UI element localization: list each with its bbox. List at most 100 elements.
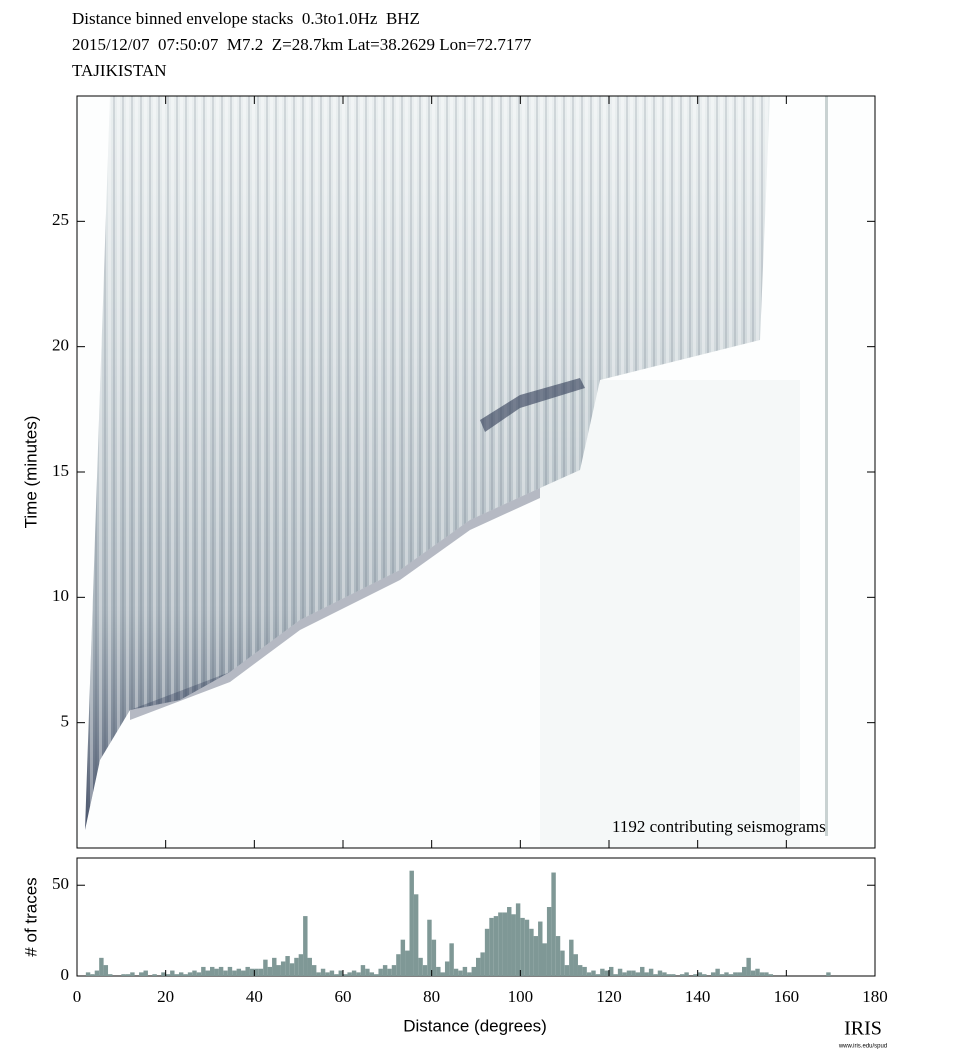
region: TAJIKISTAN <box>72 61 167 80</box>
bar <box>418 957 423 976</box>
bar <box>178 972 184 976</box>
bar <box>391 965 397 976</box>
bar <box>710 972 716 976</box>
bar <box>440 972 445 976</box>
y-tick-label: 5 <box>61 712 70 731</box>
bar <box>449 943 454 976</box>
bar <box>187 972 193 976</box>
bar <box>374 974 379 976</box>
bar <box>143 970 148 976</box>
bar <box>338 970 343 976</box>
bar <box>524 919 530 976</box>
bar <box>480 952 485 976</box>
bar <box>325 972 330 976</box>
bar <box>272 957 277 976</box>
bar <box>458 970 463 976</box>
bar <box>564 965 570 976</box>
y-tick-label: 10 <box>52 586 69 605</box>
bar <box>139 972 144 976</box>
annotation: 1192 contributing seismograms <box>612 817 826 836</box>
bar <box>626 970 632 976</box>
bar <box>586 972 592 976</box>
bar <box>555 936 561 976</box>
bar <box>427 919 432 976</box>
bar <box>546 907 552 976</box>
bar <box>476 957 481 976</box>
x-axis-label: Distance (degrees) <box>403 1016 547 1035</box>
bar <box>347 972 352 976</box>
bar <box>529 928 534 976</box>
bar <box>108 974 113 976</box>
bar <box>444 961 450 976</box>
bar <box>560 950 565 976</box>
bar <box>493 916 499 976</box>
bar <box>307 957 312 976</box>
bar <box>343 974 348 976</box>
bar <box>551 872 556 976</box>
bar <box>378 968 383 976</box>
bar <box>657 970 663 976</box>
bar <box>662 972 667 976</box>
bar <box>502 912 508 976</box>
bar <box>679 974 685 976</box>
x-tick-label: 160 <box>774 987 800 1006</box>
bar <box>436 966 441 976</box>
heatmap-image <box>77 96 875 848</box>
bar <box>298 954 304 976</box>
bar <box>263 959 268 976</box>
bar <box>697 972 703 976</box>
bar <box>320 968 326 976</box>
bar <box>600 968 605 976</box>
bar <box>329 970 335 976</box>
bar <box>161 972 166 976</box>
bar <box>604 970 609 976</box>
bar <box>640 966 645 976</box>
bar <box>471 966 476 976</box>
bar <box>684 972 689 976</box>
bar <box>387 968 392 976</box>
x-tick-label: 40 <box>246 987 263 1006</box>
bar <box>462 966 468 976</box>
bar <box>759 972 765 976</box>
bar <box>538 921 543 976</box>
bar <box>719 974 725 976</box>
bar <box>227 966 233 976</box>
y-tick-label: 50 <box>52 874 69 893</box>
bar <box>152 974 157 976</box>
bar <box>258 968 264 976</box>
y-axis-label: # of traces <box>21 877 40 956</box>
x-tick-label: 140 <box>685 987 711 1006</box>
x-tick-label: 100 <box>508 987 534 1006</box>
bar <box>577 965 583 976</box>
bar <box>170 970 175 976</box>
bar <box>280 961 286 976</box>
bar <box>276 965 281 976</box>
bar <box>724 972 729 976</box>
bar <box>635 972 641 976</box>
bar <box>316 972 321 976</box>
bar <box>121 974 126 976</box>
bar <box>94 970 100 976</box>
bar <box>360 965 366 976</box>
x-tick-label: 0 <box>73 987 82 1006</box>
bar <box>431 939 437 976</box>
bar <box>622 972 627 976</box>
bar <box>241 970 246 976</box>
bar <box>666 974 672 976</box>
bar <box>254 968 259 976</box>
bar <box>507 907 512 976</box>
bar <box>405 950 410 976</box>
chart-title: Distance binned envelope stacks 0.3to1.0… <box>72 9 420 28</box>
bar <box>484 928 490 976</box>
bar <box>382 965 388 976</box>
bar <box>165 974 171 976</box>
bar <box>422 965 428 976</box>
bar <box>671 974 676 976</box>
bar <box>733 972 738 976</box>
bar <box>192 970 197 976</box>
bar <box>737 972 742 976</box>
bar <box>85 972 91 976</box>
bar <box>311 965 317 976</box>
bar <box>267 966 273 976</box>
x-tick-label: 60 <box>335 987 352 1006</box>
